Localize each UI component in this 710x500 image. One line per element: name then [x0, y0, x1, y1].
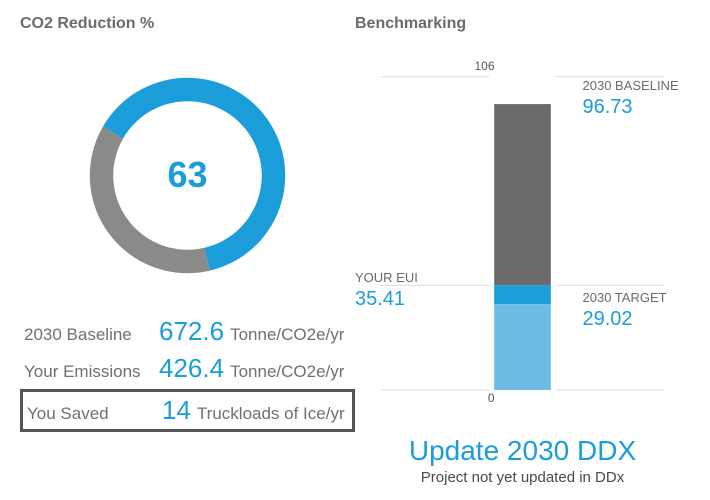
metric-row: Your Emissions426.4 Tonne/CO2e/yr	[20, 350, 355, 387]
metric-unit: Tonne/CO2e/yr	[230, 362, 344, 382]
callout-value-baseline: 96.73	[583, 96, 633, 119]
bench-panel-title: Benchmarking	[355, 15, 690, 33]
metric-value: 426.4	[159, 353, 224, 384]
co2-donut-chart: 63	[20, 45, 355, 305]
metric-row: 2030 Baseline672.6 Tonne/CO2e/yr	[20, 313, 355, 350]
metric-unit: Truckloads of Ice/yr	[197, 404, 345, 424]
callout-value-target: 29.02	[583, 308, 633, 331]
donut-center-value: 63	[80, 68, 295, 283]
metric-label: You Saved	[27, 404, 162, 424]
co2-reduction-panel: CO2 Reduction % 63 2030 Baseline672.6 Ton…	[20, 15, 355, 490]
axis-max-label: 106	[463, 59, 495, 73]
callout-value-your_eui: 35.41	[355, 288, 405, 311]
benchmarking-chart: 106 0 2030 BASELINE 96.73 2030 TARGET 29.02 YO…	[355, 49, 690, 429]
update-ddx-link[interactable]: Update 2030 DDX	[355, 435, 690, 467]
metric-value: 672.6	[159, 316, 224, 347]
callout-label-target: 2030 TARGET	[583, 290, 667, 305]
metric-label: 2030 Baseline	[24, 325, 159, 345]
co2-metrics-table: 2030 Baseline672.6Tonne/CO2e/yrYour Emis…	[20, 313, 355, 432]
metric-unit: Tonne/CO2e/yr	[230, 325, 344, 345]
metric-row: You Saved14 Truckloads of Ice/yr	[20, 389, 355, 432]
callout-label-baseline: 2030 BASELINE	[583, 78, 679, 93]
axis-min-label: 0	[473, 391, 495, 405]
bench-svg	[355, 49, 690, 429]
benchmarking-panel: Benchmarking 106 0 2030 BASELINE 96.73 2030 …	[355, 15, 690, 490]
callout-label-your_eui: YOUR EUI	[355, 270, 418, 285]
metric-value: 14	[162, 395, 191, 426]
update-ddx-note: Project not yet updated in DDx	[355, 469, 690, 486]
metric-label: Your Emissions	[24, 362, 159, 382]
co2-panel-title: CO2 Reduction %	[20, 15, 355, 33]
